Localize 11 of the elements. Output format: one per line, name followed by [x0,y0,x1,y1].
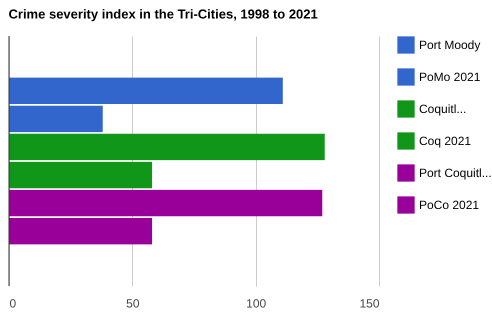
x-tick-label: 0 [10,296,16,310]
x-tick-label: 150 [359,296,380,310]
legend-label: Coq 2021 [419,134,472,148]
legend-label: PoMo 2021 [419,70,481,84]
x-tick-label: 100 [246,296,266,310]
legend-label: Port Coquitl... [419,166,492,180]
x-tick-label: 50 [126,296,140,310]
legend-label: Port Moody [419,38,480,52]
legend-label: PoCo 2021 [419,198,480,212]
legend-label: Coquitl... [419,102,466,116]
chart-title: Crime severity index in the Tri-Cities, 1998 to 2021 [8,6,318,22]
